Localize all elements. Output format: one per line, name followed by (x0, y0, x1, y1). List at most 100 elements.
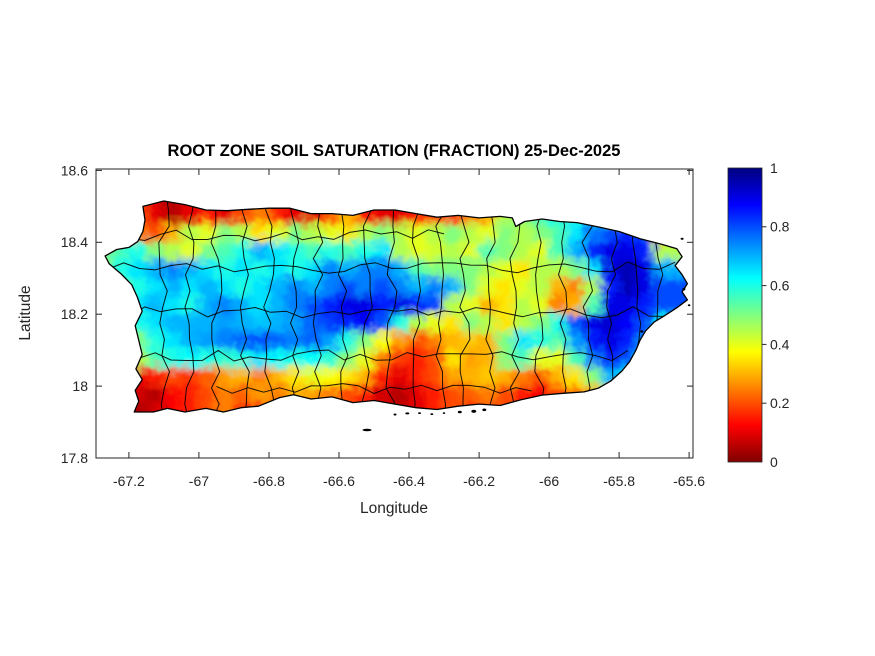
heatmap-cell (461, 170, 480, 189)
heatmap-cell (163, 277, 182, 297)
heatmap-cell (110, 259, 130, 279)
heatmap-cell (671, 313, 688, 333)
x-tick-label: -65.6 (673, 473, 705, 489)
heatmap-cell (180, 403, 200, 412)
heatmap-cell (653, 385, 673, 405)
heatmap-cell (583, 295, 603, 315)
heatmap-cell (531, 223, 550, 243)
heatmap-cell (216, 422, 235, 441)
heatmap-cell (163, 313, 182, 333)
heatmap-cell (233, 259, 252, 279)
heatmap-cell (268, 205, 287, 225)
heatmap-cell (443, 349, 462, 369)
islet (482, 408, 487, 412)
x-tick-label: -66.2 (463, 473, 495, 489)
islet (680, 237, 684, 240)
heatmap-cell (583, 385, 603, 405)
heatmap-cell (548, 403, 568, 412)
heatmap-cell (636, 259, 655, 279)
heatmap-cell (198, 403, 217, 412)
heatmap-cell (566, 201, 585, 207)
heatmap-cell (268, 367, 287, 387)
heatmap-cell (128, 259, 147, 279)
heatmap-cell (145, 277, 165, 297)
heatmap-cell (566, 277, 585, 297)
heatmap-cell (513, 201, 533, 207)
heatmap-cell (461, 205, 480, 225)
heatmap-cell (233, 367, 252, 387)
heatmap-cell (583, 205, 603, 225)
heatmap-cell (110, 295, 130, 315)
heatmap-cell (321, 385, 340, 405)
colorbar-tick-label: 0.2 (770, 395, 790, 411)
heatmap-cell (163, 367, 182, 387)
heatmap-cell (689, 296, 708, 315)
heatmap-cell (601, 313, 620, 333)
heatmap-cell (163, 205, 182, 225)
heatmap-cell (548, 331, 568, 351)
heatmap-cell (110, 331, 130, 351)
heatmap-cell (654, 422, 673, 441)
heatmap-cell (566, 422, 585, 441)
heatmap-cell (356, 223, 375, 243)
heatmap-cell (496, 223, 515, 243)
heatmap-cell (76, 206, 95, 225)
heatmap-cell (671, 277, 688, 297)
heatmap-cell (180, 259, 200, 279)
heatmap-cell (671, 349, 688, 369)
heatmap-cell (128, 277, 147, 297)
heatmap-cell (286, 201, 305, 207)
heatmap-cell (601, 331, 620, 351)
heatmap-cell (110, 205, 130, 225)
heatmap-cell (583, 349, 603, 369)
heatmap-cell (303, 331, 322, 351)
heatmap-cell (216, 385, 235, 405)
y-axis-label: Latitude (17, 285, 34, 340)
heatmap-cell (145, 205, 165, 225)
heatmap-cell (110, 349, 130, 369)
heatmap-cell (426, 349, 445, 369)
heatmap-cell (269, 422, 288, 441)
heatmap-cell (303, 295, 322, 315)
heatmap-cell (478, 367, 498, 387)
heatmap-cell (128, 422, 147, 441)
municipality-boundary-line (385, 201, 398, 412)
heatmap-cell (373, 349, 392, 369)
heatmap-cell (496, 385, 515, 405)
heatmap-cell (513, 259, 533, 279)
x-tick-label: -67 (189, 473, 209, 489)
heatmap-cell (110, 385, 130, 405)
heatmap-cell (426, 331, 445, 351)
heatmap-cell (689, 206, 708, 225)
heatmap-cell (443, 313, 462, 333)
heatmap-cell (268, 349, 287, 369)
heatmap-cell (391, 170, 410, 189)
heatmap-cell (478, 313, 498, 333)
heatmap-cell (689, 170, 708, 189)
x-tick-label: -66.8 (253, 473, 285, 489)
heatmap-cell (671, 170, 690, 189)
heatmap-cell (128, 201, 147, 207)
heatmap-cell (583, 403, 603, 412)
heatmap-cell (251, 385, 270, 405)
heatmap-cell (653, 259, 673, 279)
heatmap-cell (268, 331, 287, 351)
heatmap-cell (321, 313, 340, 333)
heatmap-cell (549, 170, 568, 189)
heatmap-cell (373, 367, 392, 387)
municipality-boundary-line (128, 229, 445, 242)
heatmap-cell (601, 403, 620, 412)
heatmap-cell (619, 170, 638, 189)
axes: -67.2 -67 -66.8 -66.6 -66.4 -66.2 -66 -65.8 -65.… (61, 162, 706, 489)
heatmap-cell (216, 349, 235, 369)
heatmap-cell (426, 385, 445, 405)
heatmap-cell (461, 277, 480, 297)
heatmap-cell (339, 422, 358, 441)
heatmap-cell (163, 259, 182, 279)
heatmap-cell (374, 422, 393, 441)
heatmap-cell (531, 201, 550, 207)
heatmap-cell (408, 349, 427, 369)
heatmap-cell (321, 277, 340, 297)
heatmap-cell (251, 241, 270, 261)
heatmap-cell (408, 367, 427, 387)
